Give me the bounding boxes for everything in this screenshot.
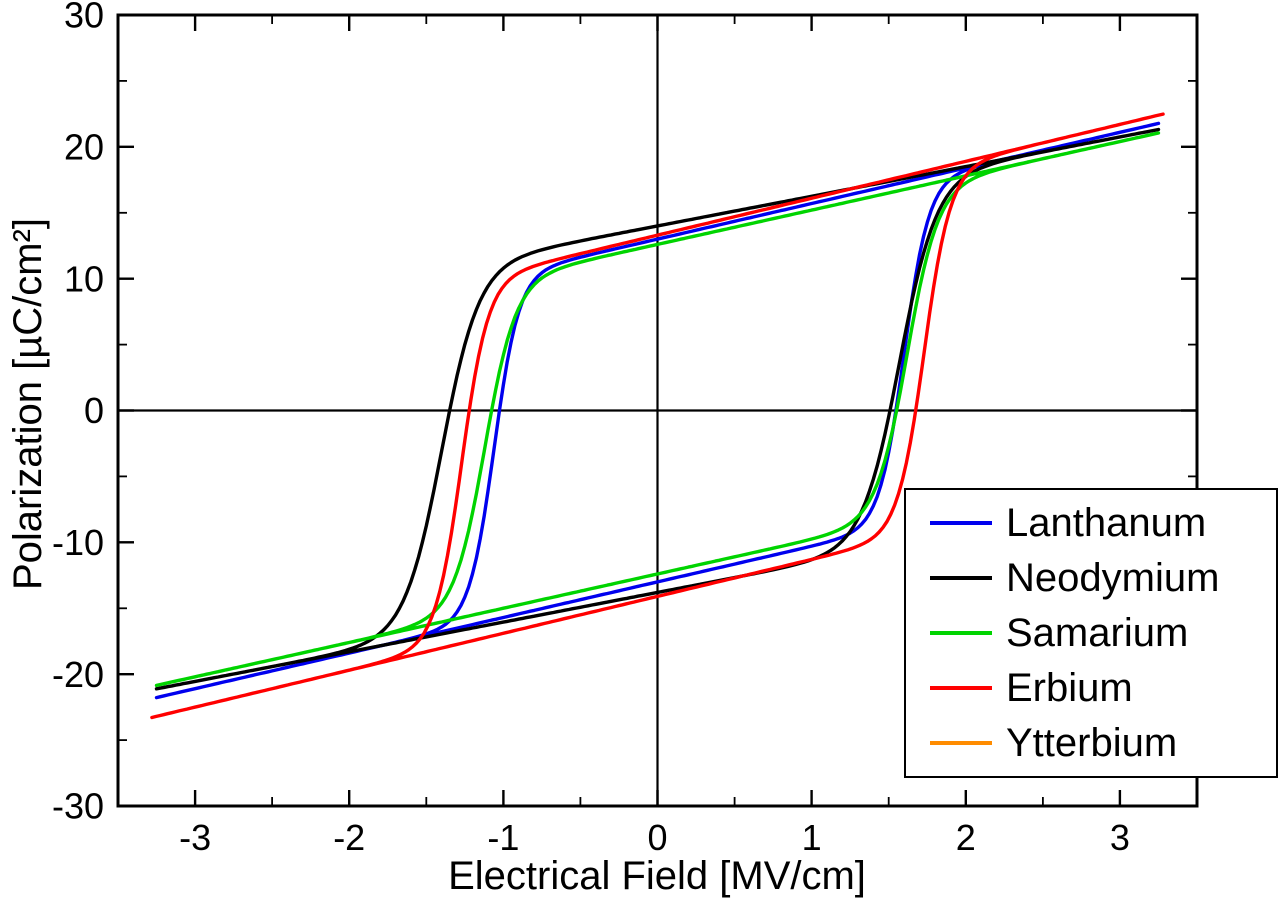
- x-tick-label: 1: [802, 817, 822, 858]
- legend-label: Ytterbium: [1006, 720, 1178, 765]
- legend-item-samarium: Samarium: [930, 613, 1276, 653]
- legend-item-lanthanum: Lanthanum: [930, 503, 1276, 543]
- legend-line-sample: [930, 740, 992, 745]
- legend-line-sample: [930, 521, 992, 526]
- legend-item-ytterbium: Ytterbium: [930, 723, 1276, 763]
- y-axis-title: Polarization [µC/cm²]: [6, 217, 50, 591]
- series-curve-samarium: [154, 131, 1161, 688]
- legend-label: Neodymium: [1006, 556, 1220, 601]
- legend-line-sample: [930, 630, 992, 635]
- x-tick-label: 0: [647, 817, 667, 858]
- y-tick-label: 30: [64, 0, 104, 36]
- x-tick-label: -2: [333, 817, 365, 858]
- x-tick-label: -3: [179, 817, 211, 858]
- legend-item-neodymium: Neodymium: [930, 558, 1276, 598]
- x-tick-label: 2: [956, 817, 976, 858]
- series-curve-lanthanum: [154, 121, 1161, 700]
- legend-line-sample: [930, 685, 992, 690]
- legend-label: Samarium: [1006, 610, 1189, 655]
- legend-line-sample: [930, 576, 992, 581]
- y-tick-label: 0: [84, 390, 104, 431]
- legend-label: Lanthanum: [1006, 501, 1207, 546]
- legend-item-erbium: Erbium: [930, 668, 1276, 708]
- series-curve-erbium: [150, 112, 1165, 720]
- y-tick-label: -30: [52, 786, 104, 827]
- y-tick-label: 20: [64, 126, 104, 167]
- y-tick-label: 10: [64, 258, 104, 299]
- legend: Lanthanum Neodymium Samarium Erbium Ytterbiu…: [904, 488, 1278, 778]
- x-axis-title: Electrical Field [MV/cm]: [448, 854, 866, 898]
- y-tick-label: -20: [52, 654, 104, 695]
- x-tick-label: -1: [487, 817, 519, 858]
- x-tick-label: 3: [1110, 817, 1130, 858]
- legend-label: Erbium: [1006, 665, 1133, 710]
- y-tick-label: -10: [52, 522, 104, 563]
